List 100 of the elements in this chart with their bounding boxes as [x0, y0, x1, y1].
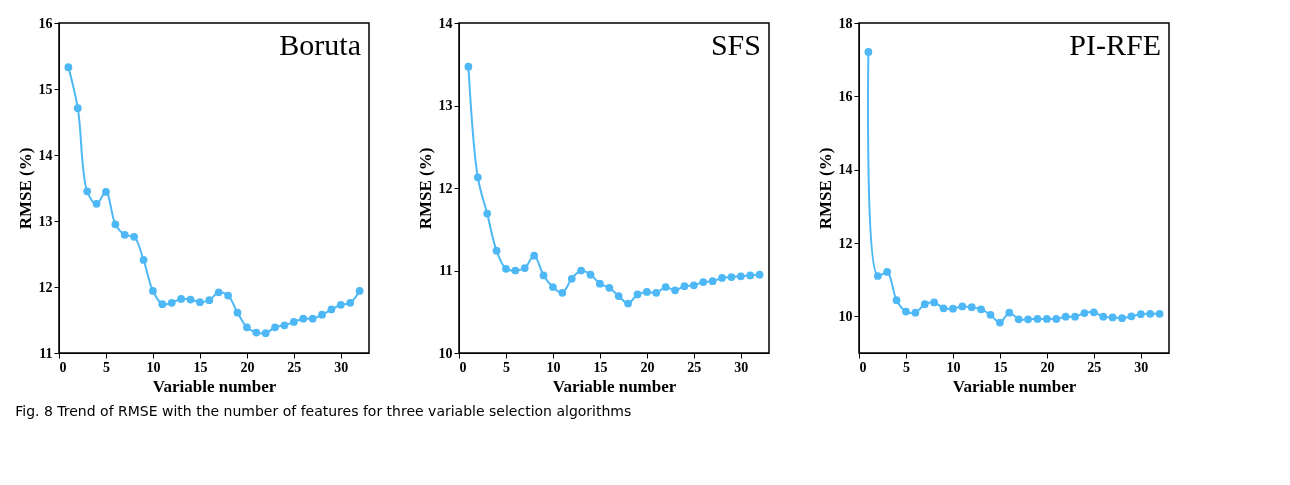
x-tick-label: 20: [640, 359, 655, 375]
point: [864, 48, 873, 56]
point: [149, 287, 157, 295]
point: [120, 230, 129, 239]
point: [1005, 308, 1014, 317]
point: [986, 311, 995, 319]
point: [167, 298, 176, 307]
point: [567, 274, 576, 283]
point: [261, 329, 270, 338]
point: [1071, 312, 1079, 321]
point: [652, 288, 661, 297]
point: [233, 308, 242, 317]
x-tick-label: 25: [687, 359, 702, 375]
x-tick-label: 10: [546, 359, 561, 375]
x-tick-label: 15: [193, 359, 208, 375]
point: [902, 307, 910, 316]
point: [996, 318, 1004, 327]
point: [1089, 308, 1098, 317]
x-tick-label: 25: [1087, 359, 1102, 375]
point: [530, 251, 539, 260]
point: [596, 279, 604, 288]
point: [949, 304, 957, 313]
point: [355, 287, 364, 295]
point: [139, 256, 148, 264]
point: [643, 288, 651, 296]
x-tick-label: 15: [993, 359, 1008, 375]
x-tick-label: 5: [902, 359, 910, 375]
point: [1155, 309, 1164, 318]
point: [1127, 312, 1136, 321]
x-tick-label: 0: [859, 359, 867, 375]
point: [708, 277, 717, 286]
point: [64, 63, 73, 72]
x-tick-label: 20: [240, 359, 255, 375]
point: [1108, 313, 1117, 322]
point: [346, 298, 355, 307]
point: [186, 295, 195, 304]
x-tick-label: 0: [459, 359, 467, 375]
point: [252, 328, 261, 337]
y-tick-label: 11: [39, 345, 53, 361]
point: [73, 104, 82, 113]
point: [1043, 315, 1051, 323]
point: [520, 264, 529, 272]
point: [873, 272, 882, 280]
point: [336, 300, 345, 309]
point: [699, 278, 708, 286]
point: [718, 274, 726, 282]
point: [1080, 309, 1089, 317]
point: [102, 188, 110, 196]
point: [549, 283, 557, 291]
x-tick-label: 20: [1040, 359, 1055, 375]
chart-title: Boruta: [279, 28, 361, 61]
y-tick-label: 12: [38, 279, 53, 295]
point: [1033, 315, 1042, 323]
point: [299, 314, 308, 323]
y-tick-label: 13: [438, 98, 453, 113]
y-axis-title: RMSE (%): [815, 147, 835, 230]
y-axis-title: RMSE (%): [15, 147, 35, 230]
point: [586, 270, 595, 279]
y-tick-label: 10: [438, 345, 453, 361]
point: [1146, 309, 1155, 318]
point: [746, 271, 755, 280]
x-axis-title: Variable number: [552, 376, 677, 396]
point: [727, 273, 736, 281]
point: [624, 299, 632, 308]
point: [243, 323, 251, 332]
point: [318, 310, 326, 319]
point: [289, 318, 298, 326]
point: [1052, 315, 1061, 323]
point: [111, 220, 120, 229]
point: [939, 304, 948, 313]
point: [464, 62, 473, 71]
point: [883, 268, 892, 276]
point: [661, 283, 670, 291]
point: [502, 264, 510, 273]
caption: Fig. 8 Trend of RMSE with the number of features for three variable selection algorithms: [15, 402, 632, 419]
point: [280, 321, 289, 330]
y-tick-label: 12: [838, 235, 853, 251]
point: [473, 173, 482, 182]
point: [977, 305, 985, 314]
point: [911, 308, 920, 317]
point: [736, 272, 745, 281]
point: [755, 270, 764, 279]
point: [1099, 312, 1108, 321]
x-tick-label: 25: [287, 359, 302, 375]
point: [92, 199, 101, 208]
y-tick-label: 11: [439, 263, 453, 278]
point: [671, 286, 679, 295]
x-tick-label: 0: [59, 359, 67, 375]
point: [83, 187, 92, 196]
chart-title: PI-RFE: [1069, 28, 1161, 61]
point: [271, 323, 279, 332]
x-axis-title: Variable number: [952, 376, 1077, 396]
point: [892, 296, 901, 305]
y-tick-label: 14: [838, 162, 853, 178]
point: [205, 296, 214, 305]
point: [967, 303, 976, 312]
point: [680, 282, 689, 291]
point: [539, 271, 548, 280]
x-tick-label: 10: [146, 359, 161, 375]
y-tick-label: 18: [838, 15, 853, 31]
